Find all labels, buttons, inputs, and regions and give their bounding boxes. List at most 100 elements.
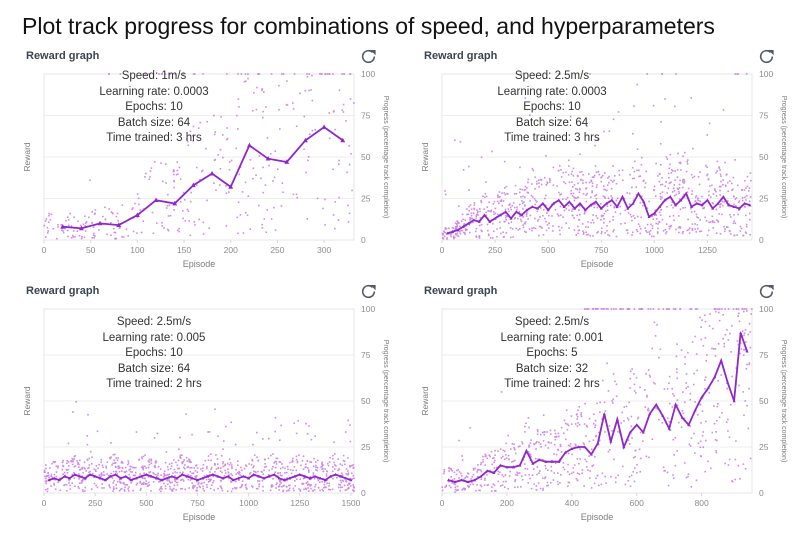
reward-chart: 0 50 100 150 200 250 300 0 25 50 75 100 Reward Progre… [20,66,392,277]
y-axis-label-left: Reward [22,142,32,172]
x-axis-label: Episode [581,512,614,522]
panel-title: Reward graph [26,50,100,62]
chart-canvas: 0 200 400 600 800 0 25 50 75 100 Reward Progress (p… [420,304,787,522]
svg-text:100: 100 [759,304,773,314]
svg-text:50: 50 [86,245,96,255]
svg-text:50: 50 [361,396,371,406]
charts-grid: Reward graph 0 50 100 150 200 250 300 0 25 50 75 10… [0,42,794,530]
svg-text:1250: 1250 [698,245,717,255]
reward-chart: 0 250 500 750 1000 1250 1500 0 25 50 75 100 Reward Pr… [20,301,392,530]
reward-graph-panel-1: Reward graph 0 50 100 150 200 250 300 0 25 50 75 10… [20,42,392,277]
svg-text:50: 50 [759,152,769,162]
x-axis-ticks: 0 250 500 750 1000 1250 1500 [42,493,361,508]
x-axis-label: Episode [183,512,216,522]
svg-text:0: 0 [759,488,764,498]
panel-title: Reward graph [424,285,498,297]
svg-text:0: 0 [759,235,764,245]
gridlines [442,308,752,494]
refresh-button[interactable] [360,283,376,299]
svg-text:300: 300 [317,245,331,255]
svg-text:250: 250 [488,245,502,255]
gridlines [44,73,354,241]
panel-header: Reward graph [26,281,390,301]
y-axis-label-left: Reward [22,386,32,416]
reward-chart: 0 200 400 600 800 0 25 50 75 100 Reward Progress (p… [418,301,790,530]
x-axis-label: Episode [581,259,614,269]
refresh-button[interactable] [758,48,774,64]
right-axis-ticks: 0 25 50 75 100 [361,69,375,245]
svg-text:750: 750 [190,498,204,508]
panel-header: Reward graph [424,281,788,301]
svg-text:50: 50 [361,152,371,162]
svg-text:1000: 1000 [239,498,258,508]
x-axis-ticks: 0 200 400 600 800 [440,493,709,508]
reward-graph-panel-2: Reward graph 0 250 500 750 1000 1250 0 25 50 75 10… [418,42,790,277]
svg-text:0: 0 [361,235,366,245]
svg-text:1500: 1500 [341,498,360,508]
y-axis-label-left: Reward [420,142,430,172]
svg-text:100: 100 [130,245,144,255]
svg-text:500: 500 [139,498,153,508]
svg-text:1250: 1250 [290,498,309,508]
svg-text:150: 150 [177,245,191,255]
scatter-points [43,73,355,240]
refresh-icon [361,284,376,298]
right-axis-ticks: 0 25 50 75 100 [759,304,773,498]
refresh-button[interactable] [758,283,774,299]
svg-text:0: 0 [42,498,47,508]
scatter-points [441,308,753,493]
page-title: Plot track progress for combinations of … [22,13,715,39]
svg-text:0: 0 [440,498,445,508]
svg-text:75: 75 [361,350,371,360]
svg-text:75: 75 [361,111,371,121]
right-axis-ticks: 0 25 50 75 100 [361,304,375,498]
svg-text:250: 250 [270,245,284,255]
panel-title: Reward graph [424,50,498,62]
svg-text:75: 75 [759,350,769,360]
svg-text:750: 750 [594,245,608,255]
reward-graph-panel-4: Reward graph 0 200 400 600 800 0 25 50 75 100 Rewa… [418,277,790,530]
right-axis-ticks: 0 25 50 75 100 [759,69,773,245]
svg-text:400: 400 [565,498,579,508]
svg-text:100: 100 [759,69,773,79]
svg-text:500: 500 [541,245,555,255]
chart-canvas: 0 250 500 750 1000 1250 0 25 50 75 100 Reward Progre… [420,69,787,269]
svg-text:600: 600 [630,498,644,508]
svg-text:200: 200 [224,245,238,255]
refresh-button[interactable] [360,48,376,64]
y-axis-label-right: Progress (percentage track completion) [780,340,787,463]
trend-markers [60,124,346,231]
svg-text:800: 800 [695,498,709,508]
chart-canvas: 0 50 100 150 200 250 300 0 25 50 75 100 Reward Progre… [22,69,389,269]
panel-header: Reward graph [26,46,390,66]
svg-text:25: 25 [361,194,371,204]
svg-text:0: 0 [361,488,366,498]
svg-text:100: 100 [361,304,375,314]
refresh-icon [361,49,376,63]
y-axis-label-left: Reward [420,386,430,416]
svg-text:25: 25 [759,442,769,452]
x-axis-label: Episode [183,259,216,269]
y-axis-label-right: Progress (percentage track completion) [382,340,389,463]
y-axis-label-right: Progress (percentage track completion) [780,96,787,219]
svg-text:250: 250 [88,498,102,508]
trend-markers [446,331,749,484]
panel-header: Reward graph [424,46,788,66]
trend-line [62,125,344,230]
trend-markers [445,191,752,235]
svg-text:200: 200 [500,498,514,508]
refresh-icon [759,49,774,63]
panel-title: Reward graph [26,285,100,297]
refresh-icon [759,284,774,298]
svg-text:25: 25 [361,442,371,452]
svg-text:75: 75 [759,111,769,121]
svg-text:50: 50 [759,396,769,406]
svg-text:1000: 1000 [645,245,664,255]
svg-text:0: 0 [440,245,445,255]
x-axis-ticks: 0 250 500 750 1000 1250 [440,240,717,255]
reward-graph-panel-3: Reward graph 0 250 500 750 1000 1250 1500 0 25 50… [20,277,392,530]
reward-chart: 0 250 500 750 1000 1250 0 25 50 75 100 Reward Progre… [418,66,790,277]
svg-text:100: 100 [361,69,375,79]
scatter-points [441,73,752,240]
